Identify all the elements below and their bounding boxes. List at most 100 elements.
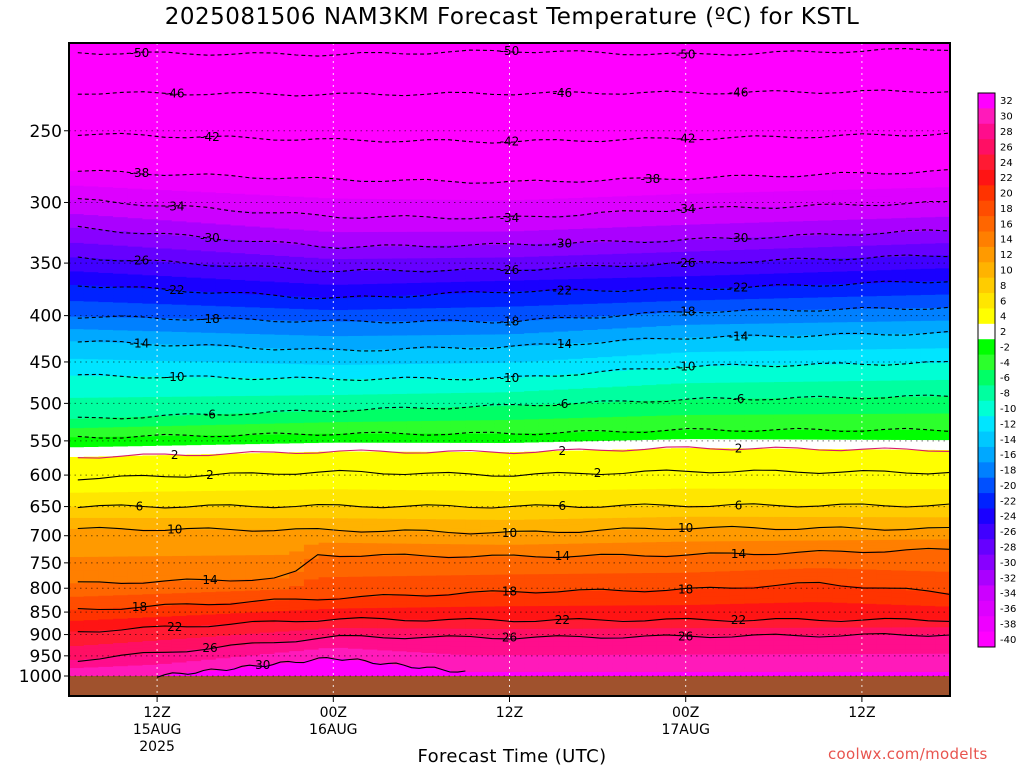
field-cell	[171, 423, 188, 427]
field-cell	[171, 304, 188, 309]
field-cell	[127, 615, 144, 619]
field-cell	[157, 499, 173, 504]
field-cell	[142, 392, 158, 398]
field-cell	[450, 596, 467, 601]
field-cell	[230, 370, 246, 375]
field-cell	[377, 621, 393, 625]
field-cell	[186, 518, 202, 522]
field-cell	[113, 154, 129, 160]
field-cell	[113, 407, 129, 414]
field-cell	[406, 190, 422, 196]
field-cell	[377, 283, 393, 288]
field-cell	[171, 315, 188, 320]
field-cell	[201, 603, 217, 608]
field-cell	[83, 515, 99, 519]
field-cell	[113, 386, 129, 393]
field-cell	[392, 654, 408, 659]
field-cell	[450, 141, 467, 148]
field-cell	[274, 465, 290, 469]
field-cell	[421, 468, 437, 472]
field-cell	[318, 509, 334, 513]
field-cell	[303, 139, 320, 146]
field-cell	[245, 658, 261, 662]
field-cell	[201, 44, 217, 47]
field-cell	[289, 540, 305, 547]
field-cell	[421, 430, 437, 435]
field-cell	[259, 320, 276, 325]
field-cell	[421, 506, 437, 511]
field-cell	[98, 427, 114, 431]
field-cell	[113, 376, 129, 383]
field-cell	[171, 246, 188, 251]
field-cell	[230, 326, 246, 331]
field-cell	[215, 44, 232, 47]
field-cell	[215, 69, 232, 75]
field-cell	[259, 216, 276, 221]
field-cell	[215, 350, 232, 356]
field-cell	[259, 662, 276, 666]
field-cell	[215, 414, 232, 418]
field-cell	[98, 485, 114, 490]
field-cell	[69, 210, 85, 215]
field-cell	[201, 274, 217, 280]
field-cell	[333, 673, 349, 677]
field-cell	[450, 238, 467, 243]
field-cell	[259, 443, 276, 447]
field-cell	[421, 543, 437, 548]
field-cell	[157, 433, 173, 437]
field-cell	[127, 623, 144, 627]
field-cell	[230, 303, 246, 308]
field-cell	[201, 520, 217, 525]
field-cell	[436, 509, 452, 514]
field-cell	[318, 461, 334, 466]
field-cell	[230, 391, 246, 397]
field-cell	[318, 464, 334, 468]
field-cell	[303, 238, 320, 243]
field-cell	[347, 464, 364, 468]
field-cell	[274, 655, 290, 659]
field-cell	[347, 670, 364, 673]
field-cell	[318, 106, 334, 113]
field-cell	[392, 112, 408, 119]
field-cell	[289, 497, 305, 503]
field-cell	[377, 498, 393, 503]
field-cell	[421, 238, 437, 243]
field-cell	[303, 579, 320, 586]
field-cell	[69, 267, 85, 273]
field-cell	[289, 551, 305, 558]
field-cell	[83, 442, 99, 446]
field-cell	[421, 352, 437, 357]
field-cell	[450, 468, 467, 473]
field-cell	[127, 434, 144, 438]
field-cell	[347, 281, 364, 286]
field-cell	[333, 430, 349, 435]
field-cell	[274, 221, 290, 226]
field-cell	[406, 549, 422, 554]
field-cell	[157, 286, 173, 291]
field-cell	[98, 283, 114, 288]
field-cell	[69, 227, 85, 233]
field-cell	[215, 430, 232, 434]
field-cell	[127, 529, 144, 537]
field-cell	[69, 635, 85, 640]
field-cell	[245, 579, 261, 583]
field-cell	[230, 665, 246, 669]
field-cell	[98, 429, 114, 433]
field-cell	[230, 446, 246, 450]
field-cell	[465, 231, 481, 236]
field-cell	[171, 120, 188, 127]
field-cell	[450, 435, 467, 439]
field-cell	[83, 285, 99, 291]
field-cell	[215, 217, 232, 222]
field-cell	[113, 306, 129, 311]
field-cell	[347, 424, 364, 429]
field-cell	[171, 186, 188, 192]
field-cell	[303, 251, 320, 256]
field-cell	[157, 296, 173, 302]
field-cell	[436, 44, 452, 46]
field-cell	[465, 49, 481, 52]
field-cell	[392, 74, 408, 80]
field-cell	[289, 509, 305, 513]
field-cell	[83, 129, 99, 135]
field-cell	[113, 139, 129, 146]
